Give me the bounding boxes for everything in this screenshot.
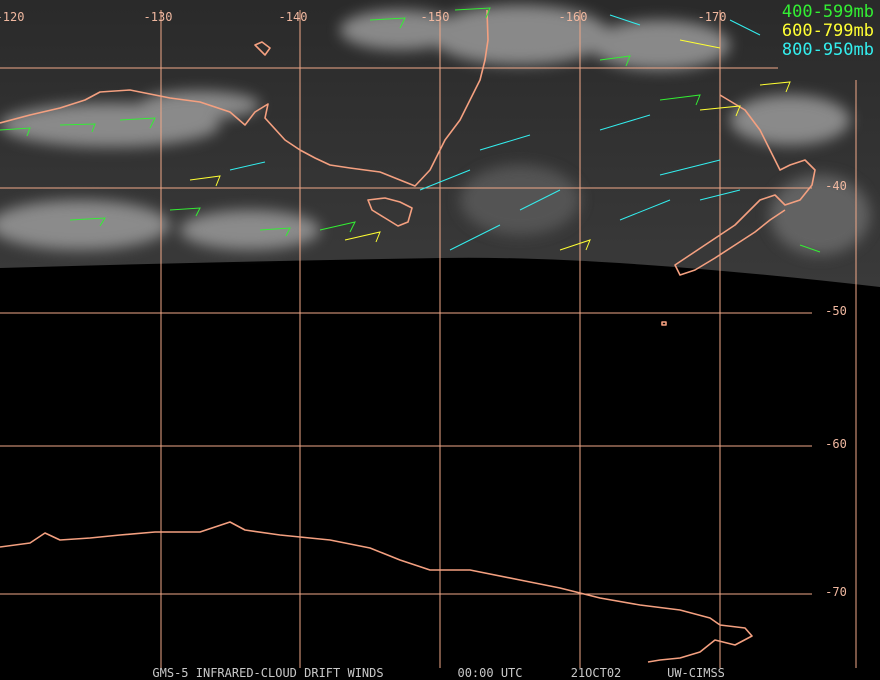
footer-text: GMS-5 INFRARED-CLOUD DRIFT WINDS xyxy=(152,666,383,680)
longitude-label: -160 xyxy=(559,10,588,24)
latitude-label: -70 xyxy=(825,585,847,599)
longitude-label: -130 xyxy=(144,10,173,24)
graticule xyxy=(0,10,857,668)
longitude-label: -120 xyxy=(0,10,24,24)
legend-entry: 600-799mb xyxy=(782,21,874,41)
longitude-label: -150 xyxy=(421,10,450,24)
coastlines xyxy=(0,9,816,663)
latitude-label: -40 xyxy=(825,179,847,193)
footer-text: UW-CIMSS xyxy=(667,666,725,680)
legend-entry: 800-950mb xyxy=(782,40,874,60)
legend-entry: 400-599mb xyxy=(782,2,874,22)
footer-text: 21OCT02 xyxy=(571,666,622,680)
wind-barbs xyxy=(0,7,821,253)
latitude-label: -60 xyxy=(825,437,847,451)
longitude-label: -170 xyxy=(698,10,727,24)
longitude-label: -140 xyxy=(279,10,308,24)
footer-text: 00:00 UTC xyxy=(457,666,522,680)
latitude-label: -50 xyxy=(825,304,847,318)
